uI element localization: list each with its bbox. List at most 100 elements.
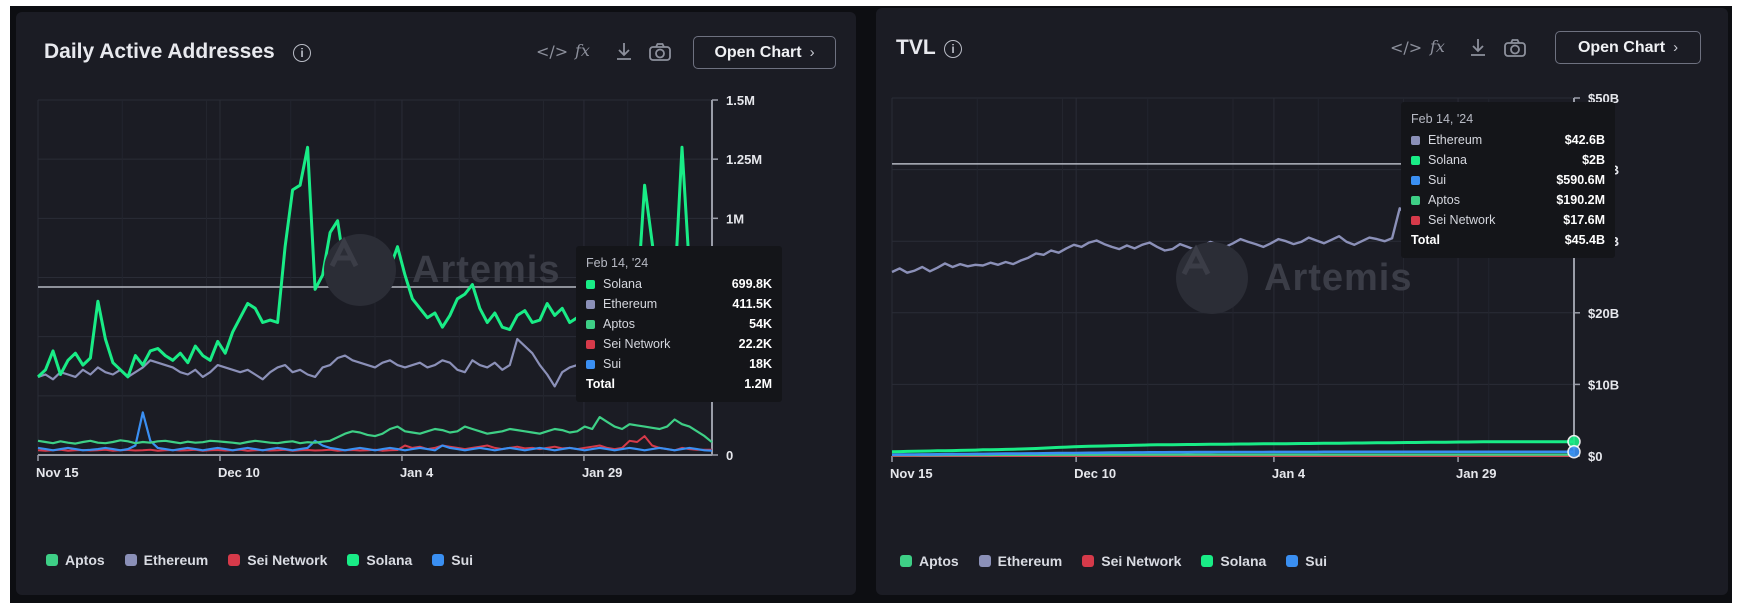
fx-icon[interactable]: fx [1430,37,1445,56]
tooltip-series-value: 18K [749,357,772,371]
series-line-sui [891,450,1574,456]
legend-label: Aptos [65,552,105,568]
y-tick-label: 1M [726,211,744,226]
info-icon[interactable]: i [293,44,311,62]
watermark-text: Artemis [1264,256,1413,299]
artemis-logo-icon [324,234,396,306]
series-swatch [586,299,595,309]
hover-marker [1567,445,1581,459]
legend-swatch [347,554,360,566]
tooltip-series-value: 411.5K [732,297,772,311]
legend-swatch [432,554,445,566]
series-swatch [1411,155,1420,165]
tooltip-total-label: Total [586,377,615,391]
tooltip-row: Ethereum 411.5K [586,294,772,314]
series-swatch [1411,195,1420,205]
series-swatch [586,359,595,369]
series-swatch [586,279,595,289]
code-icon[interactable]: </> [536,42,569,61]
tooltip-series-value: $190.2M [1556,193,1605,207]
legend-item-aptos[interactable]: Aptos [46,552,105,568]
tooltip-total-row: Total 1.2M [586,374,772,394]
legend-swatch [1286,555,1299,567]
legend-label: Sei Network [247,552,328,568]
x-tick-label: Jan 29 [582,465,622,480]
tooltip-total-value: $45.4B [1564,233,1605,247]
series-swatch [1411,135,1420,145]
legend-item-sei-network[interactable]: Sei Network [1082,553,1181,569]
legend-label: Sui [451,552,474,568]
open-chart-label: Open Chart [1577,38,1666,56]
series-swatch [586,339,595,349]
tooltip-row: Aptos $190.2M [1411,190,1605,210]
camera-icon[interactable] [1503,37,1527,59]
legend-swatch [228,554,241,566]
legend-swatch [900,555,912,567]
download-icon[interactable] [1468,36,1488,58]
legend-item-sei-network[interactable]: Sei Network [228,552,327,568]
legend-item-sui[interactable]: Sui [432,552,473,568]
tooltip-date: Feb 14, '24 [586,256,649,270]
y-tick-label: 1.25M [726,152,762,167]
legend-swatch [978,555,991,567]
tooltip-series-name: Sui [603,357,622,371]
legend-item-ethereum[interactable]: Ethereum [978,553,1062,569]
download-icon[interactable] [614,40,634,62]
open-chart-button[interactable]: Open Chart › [693,36,836,69]
y-tick-label: $10B [1588,377,1619,392]
legend-item-ethereum[interactable]: Ethereum [124,552,209,568]
legend-label: Ethereum [143,552,209,568]
tooltip-series-value: $590.6M [1556,173,1605,187]
tooltip-row: Sei Network 22.2K [586,334,772,354]
tooltip-row: Sei Network $17.6M [1411,210,1605,230]
chart-legend: Aptos Ethereum Sei Network Solana Sui [46,552,473,568]
legend-swatch [1082,555,1095,567]
chart-tooltip: Feb 14, '24 Ethereum $42.6B Solana $2B Sui $59… [1401,102,1615,258]
x-tick-label: Jan 4 [1272,466,1306,481]
legend-item-sui[interactable]: Sui [1286,553,1327,569]
tooltip-row: Solana $2B [1411,150,1605,170]
series-line-sui [37,411,713,452]
tooltip-row: Aptos 54K [586,314,772,334]
watermark: Artemis [324,234,561,306]
chevron-right-icon: › [1673,39,1679,56]
info-icon[interactable]: i [944,40,962,58]
tooltip-series-name: Ethereum [603,297,658,311]
tooltip-series-name: Aptos [603,317,635,331]
legend-label: Solana [1220,553,1267,569]
legend-label: Sui [1305,553,1328,569]
y-tick-label: 1.5M [726,93,755,108]
camera-icon[interactable] [648,41,672,63]
tooltip-date: Feb 14, '24 [1411,112,1474,126]
series-swatch [1411,175,1420,185]
y-tick-label: $0 [1588,449,1602,464]
tooltip-total-row: Total $45.4B [1411,230,1605,250]
x-tick-label: Jan 29 [1456,466,1496,481]
series-line-solana [891,440,1574,454]
tooltip-series-name: Solana [1428,153,1467,167]
x-tick-label: Dec 10 [1074,466,1116,481]
tooltip-series-name: Sei Network [603,337,671,351]
tooltip-row: Ethereum $42.6B [1411,130,1605,150]
code-icon[interactable]: </> [1390,38,1423,57]
tooltip-row: Sui 18K [586,354,772,374]
tooltip-series-name: Sei Network [1428,213,1496,227]
x-tick-label: Nov 15 [890,466,933,481]
legend-label: Solana [366,552,413,568]
tooltip-series-value: 54K [749,317,772,331]
legend-item-aptos[interactable]: Aptos [900,553,959,569]
tooltip-series-value: 22.2K [738,337,772,351]
series-swatch [1411,215,1420,225]
tvl-chart-panel: TVL i </> fx Open Chart› $0$10B$20B$30B$… [876,8,1728,595]
legend-item-solana[interactable]: Solana [347,552,412,568]
chart-title: Daily Active Addresses [44,40,275,63]
artemis-logo-icon [1176,242,1248,314]
legend-item-solana[interactable]: Solana [1201,553,1266,569]
tooltip-series-name: Sui [1428,173,1447,187]
x-tick-label: Nov 15 [36,465,79,480]
chart-tooltip: Feb 14, '24 Solana 699.8K Ethereum 411.5K Apt… [576,246,782,402]
open-chart-button[interactable]: Open Chart › [1555,31,1701,64]
fx-icon[interactable]: fx [575,41,590,60]
dau-chart-panel: Daily Active Addresses i </> fx Open Cha… [16,12,856,595]
chevron-right-icon: › [809,44,815,61]
